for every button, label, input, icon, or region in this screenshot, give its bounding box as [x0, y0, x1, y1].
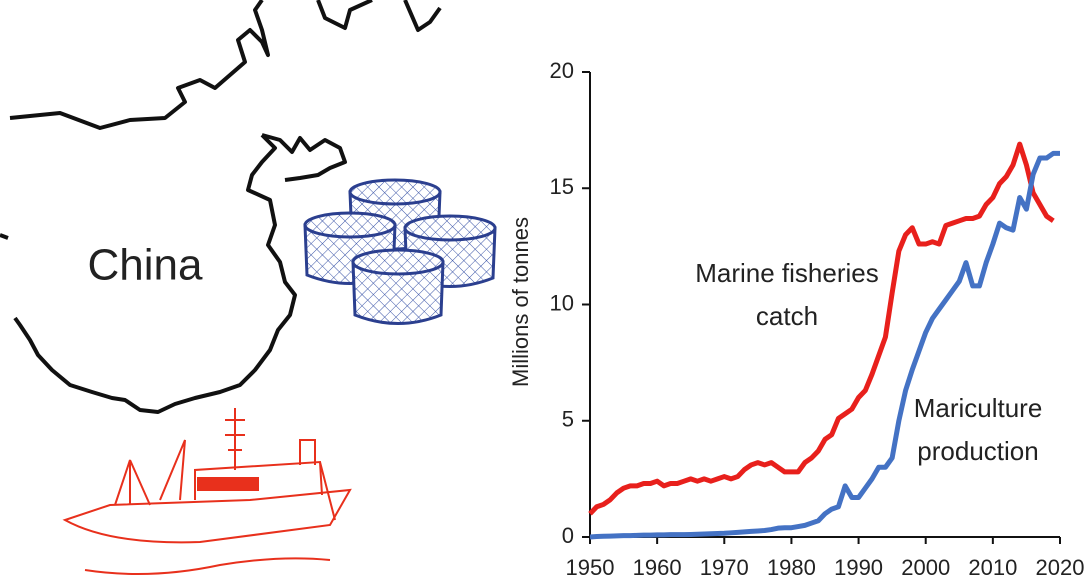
- series-line: [588, 141, 1055, 516]
- x-tick-label: 2000: [901, 555, 950, 580]
- annotation: Mariculture: [914, 393, 1043, 423]
- x-tick-label: 1950: [566, 555, 615, 580]
- x-tick-label: 2010: [968, 555, 1017, 580]
- annotation: Marine fisheries: [695, 258, 879, 288]
- annotation: catch: [756, 301, 818, 331]
- fishing-boat: [62, 408, 352, 575]
- fish-cages: [303, 178, 497, 325]
- y-tick-label: 20: [550, 58, 574, 83]
- y-tick-label: 0: [562, 523, 574, 548]
- annotation: production: [917, 436, 1038, 466]
- x-tick-label: 2020: [1036, 555, 1085, 580]
- x-tick-label: 1980: [767, 555, 816, 580]
- x-tick-label: 1970: [700, 555, 749, 580]
- y-axis-title: Millions of tonnes: [508, 217, 533, 387]
- y-tick-label: 15: [550, 174, 574, 199]
- y-tick-label: 10: [550, 290, 574, 315]
- map: [0, 0, 442, 414]
- x-tick-label: 1990: [834, 555, 883, 580]
- chart: 0 5 10 15 20 1950 1960 1970 1980 1990 2000 2010 2020…: [508, 58, 1085, 580]
- y-tick-label: 5: [562, 407, 574, 432]
- x-tick-label: 1960: [633, 555, 682, 580]
- map-label: China: [88, 241, 203, 290]
- series-line: [589, 150, 1060, 540]
